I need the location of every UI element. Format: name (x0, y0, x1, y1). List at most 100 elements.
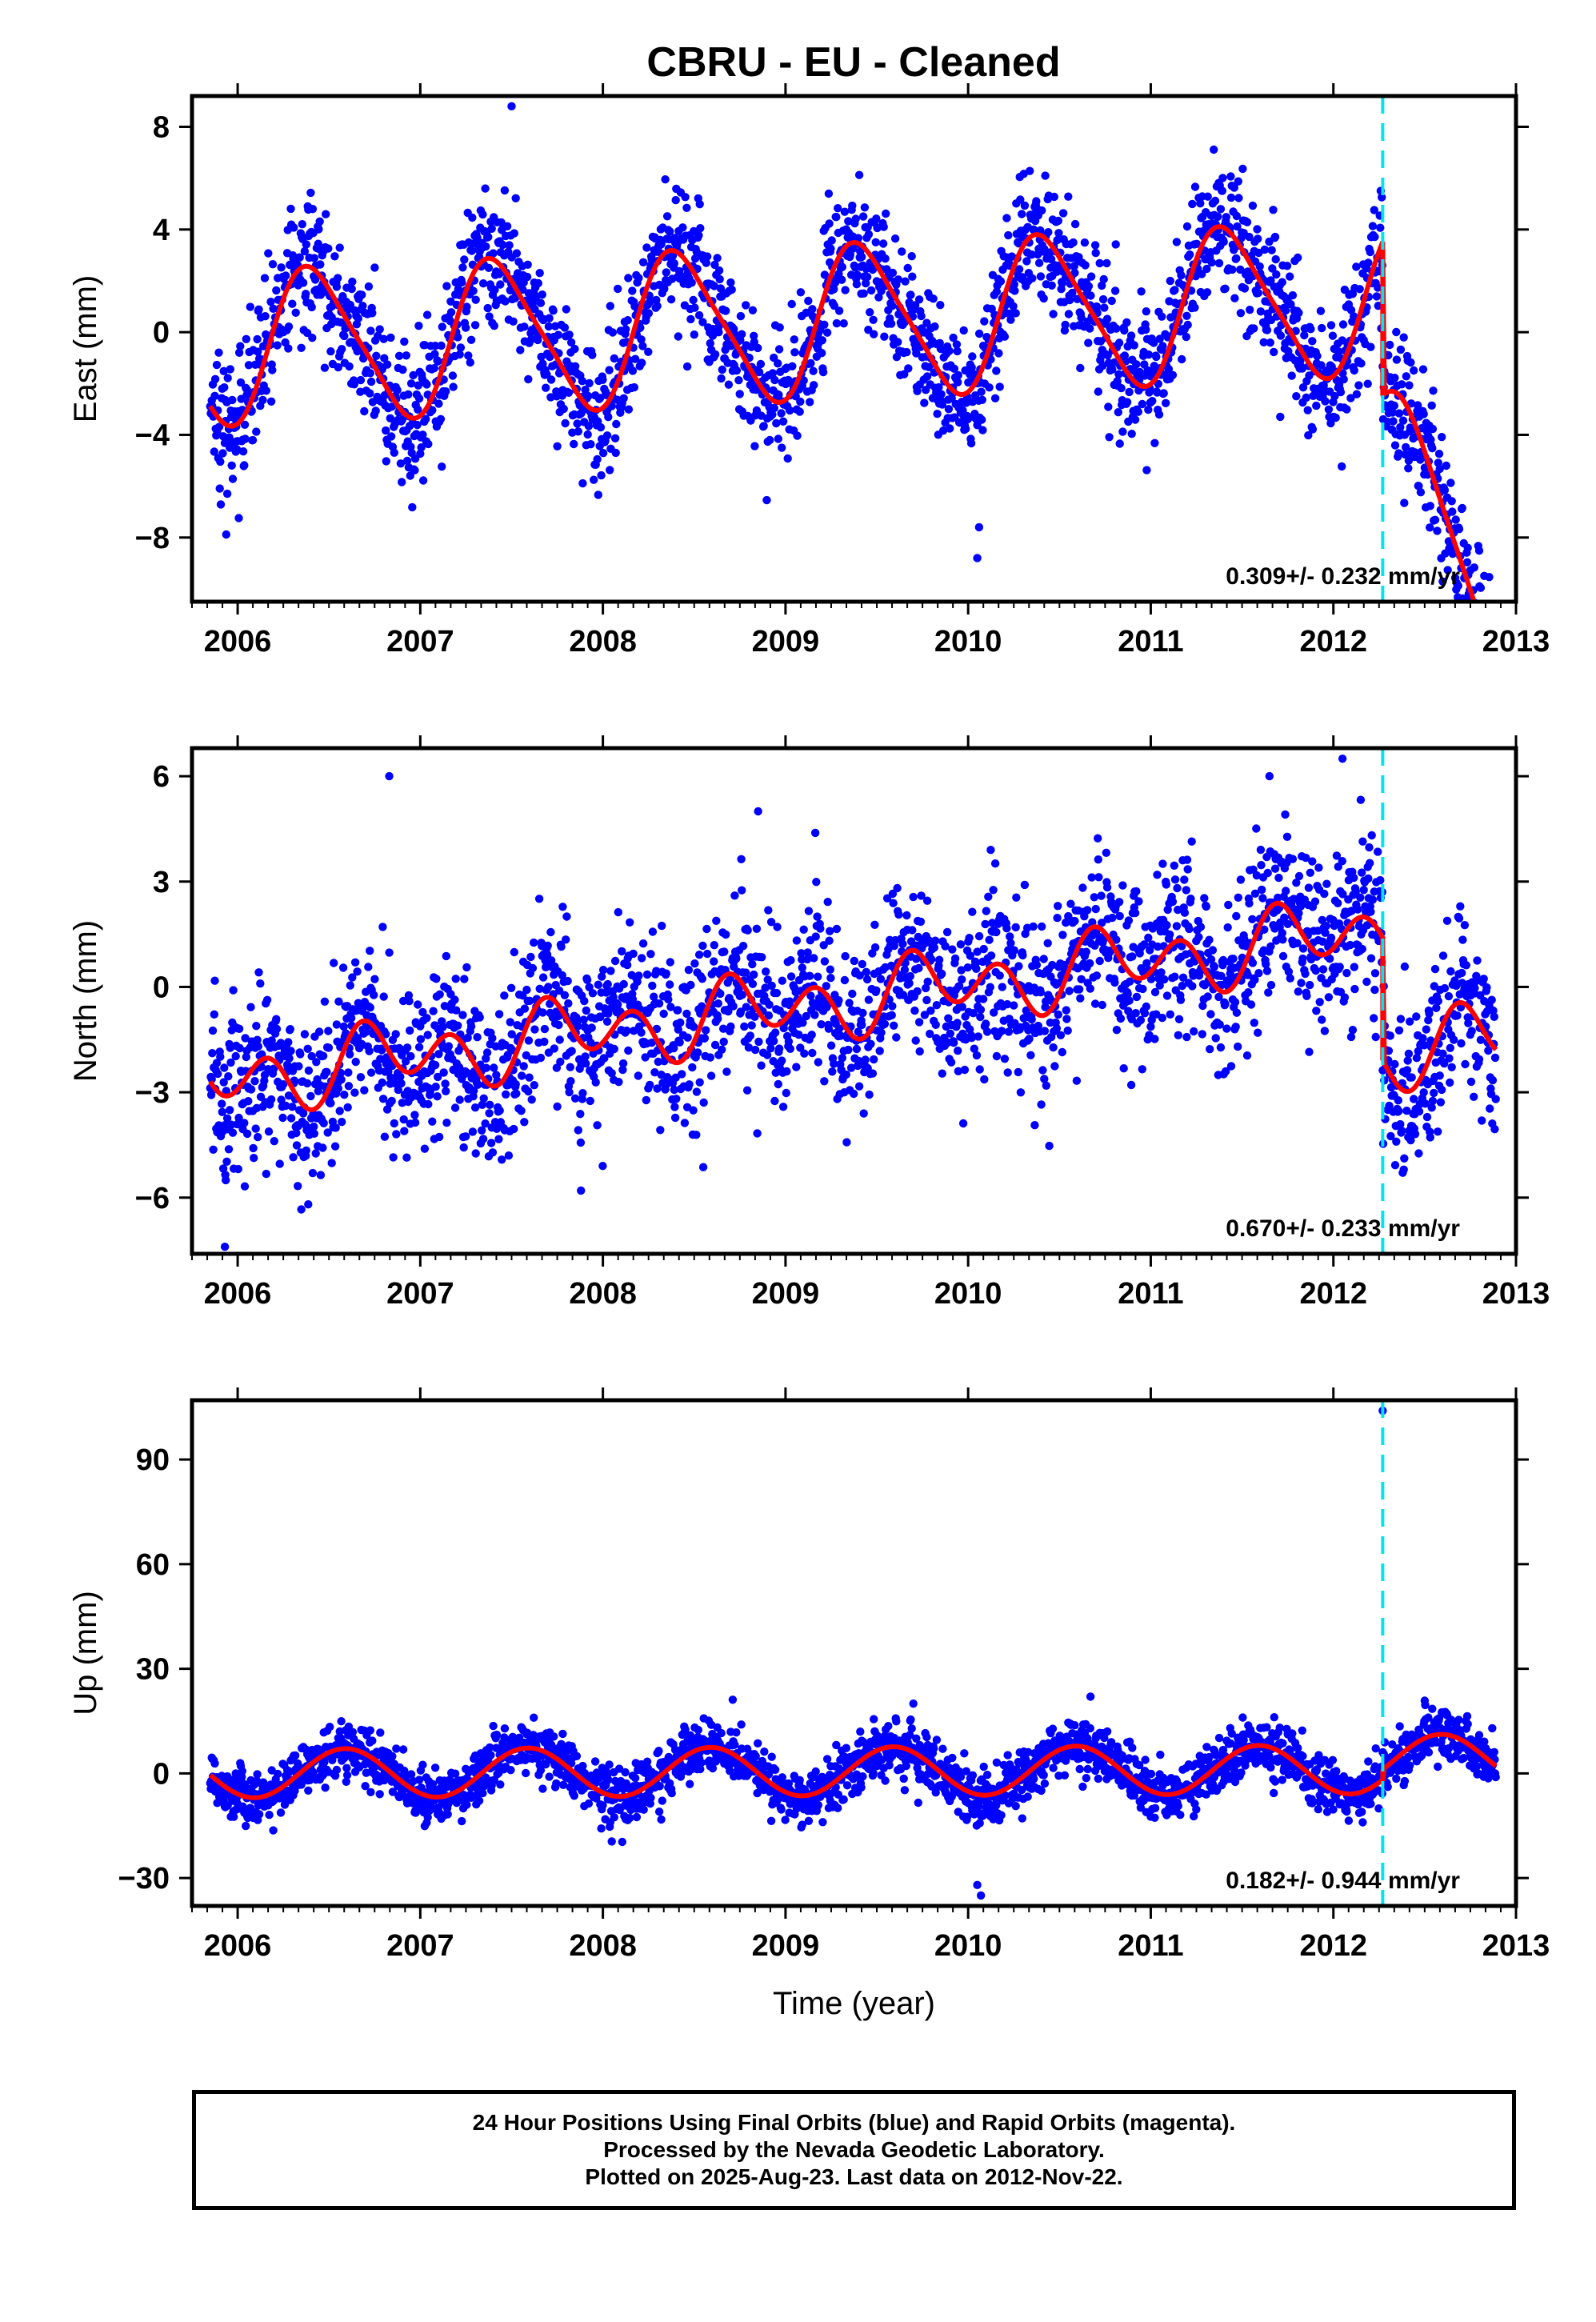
data-point (1404, 464, 1413, 473)
data-point (222, 489, 232, 498)
data-point (1232, 254, 1241, 263)
data-point (850, 956, 859, 966)
data-point (1392, 355, 1402, 364)
data-point (1426, 1133, 1435, 1142)
data-point (1124, 916, 1134, 925)
data-point (774, 345, 784, 354)
data-point (954, 370, 963, 380)
data-point (344, 1082, 354, 1091)
data-point (482, 1048, 492, 1057)
data-point (1490, 678, 1498, 686)
data-point (1196, 923, 1206, 931)
data-point (694, 1048, 702, 1057)
data-point (525, 1073, 534, 1082)
data-point (1196, 199, 1205, 208)
data-point (1134, 407, 1143, 416)
data-point (387, 402, 396, 411)
data-point (913, 386, 922, 395)
velocity-annotation: 0.309+/- 0.232 mm/yr (1226, 563, 1460, 590)
figure-title: CBRU - EU - Cleaned (646, 39, 1060, 86)
data-point (944, 405, 954, 414)
data-point (210, 1010, 218, 1019)
data-point (690, 303, 699, 312)
data-point (989, 886, 998, 895)
data-point (638, 342, 647, 350)
data-point (468, 1127, 478, 1136)
data-point (718, 1024, 728, 1033)
data-point (286, 1114, 296, 1123)
data-point (735, 390, 744, 398)
data-point (960, 1065, 970, 1075)
data-point (455, 350, 464, 359)
data-point (764, 1011, 774, 1020)
data-point (1473, 634, 1481, 642)
data-point (1064, 310, 1074, 318)
data-point (1126, 977, 1134, 986)
data-point (828, 1067, 837, 1076)
data-point (218, 1107, 226, 1117)
data-point (1410, 1095, 1418, 1103)
data-point (910, 1006, 919, 1015)
data-point (876, 975, 886, 983)
data-point (216, 457, 225, 466)
data-point (1153, 871, 1162, 879)
data-point (1190, 182, 1200, 191)
data-point (379, 334, 388, 343)
data-point (524, 1087, 533, 1096)
data-point (1458, 979, 1467, 987)
data-point (1132, 992, 1142, 1002)
data-point (489, 249, 498, 258)
data-point (714, 266, 724, 275)
data-point (618, 1065, 627, 1075)
data-point (1451, 515, 1460, 524)
data-point (1414, 401, 1422, 410)
data-point (284, 344, 293, 353)
data-point (1254, 234, 1262, 243)
data-point (1334, 899, 1342, 908)
data-point (512, 1089, 521, 1099)
data-point (405, 997, 414, 1006)
data-point (270, 1064, 278, 1073)
data-point (715, 274, 724, 284)
data-point (593, 454, 602, 464)
data-point (992, 366, 1001, 375)
data-point (1112, 324, 1121, 333)
data-point (517, 1107, 526, 1115)
data-point (526, 996, 534, 1006)
data-point (1202, 264, 1211, 274)
data-point (1070, 219, 1080, 229)
data-point (624, 274, 633, 282)
data-point (1278, 935, 1287, 944)
data-point (992, 287, 1002, 296)
data-point (1022, 257, 1031, 266)
data-point (634, 971, 643, 980)
data-point (380, 1132, 390, 1141)
data-point (716, 989, 725, 999)
data-point (1054, 902, 1062, 911)
data-point (496, 280, 505, 289)
data-point (974, 1032, 983, 1041)
data-point (803, 948, 812, 957)
data-point (786, 1044, 794, 1054)
data-point (438, 322, 446, 331)
data-point (998, 1027, 1006, 1035)
data-point (907, 252, 916, 261)
data-point (250, 1077, 259, 1086)
data-point (746, 1031, 754, 1040)
data-point (1436, 1098, 1446, 1107)
data-point (888, 1002, 897, 1011)
data-point (1130, 415, 1140, 424)
data-point (684, 966, 694, 975)
data-point (637, 1028, 646, 1037)
data-point (1340, 993, 1350, 1002)
data-point (1458, 968, 1466, 978)
data-point (854, 1027, 863, 1036)
data-point (458, 263, 467, 272)
data-point (774, 390, 783, 399)
data-point (1406, 1135, 1415, 1145)
data-point (1069, 238, 1078, 247)
data-point (442, 387, 450, 396)
data-point (888, 268, 898, 278)
data-point (1298, 954, 1307, 963)
data-point (838, 1054, 847, 1063)
